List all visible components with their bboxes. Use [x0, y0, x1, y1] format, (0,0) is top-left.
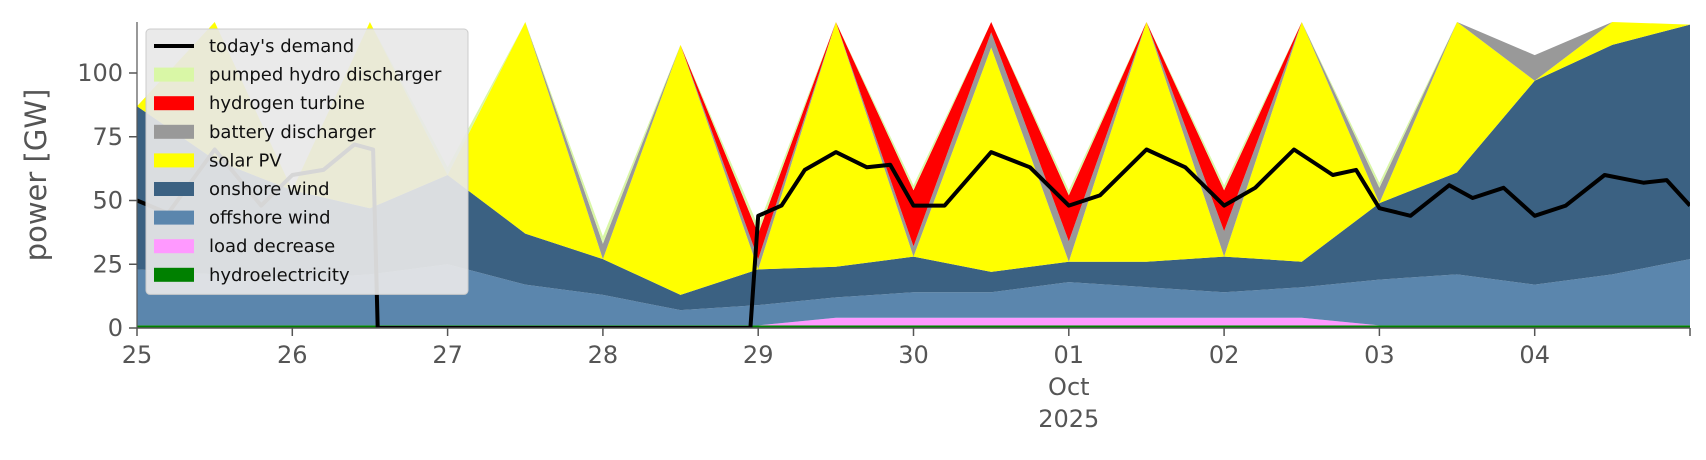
y-tick-label: 0 — [108, 314, 123, 342]
x-tick-month-label: Oct — [1048, 373, 1090, 401]
legend-swatch-solar-pv — [154, 153, 194, 168]
y-tick-label: 50 — [92, 187, 123, 215]
legend-swatch-pumped-hydro-discharger — [154, 67, 194, 82]
x-tick-label: 30 — [898, 341, 929, 369]
stacked-area-series — [137, 22, 1690, 328]
area-solar-pv — [137, 22, 1690, 295]
x-tick-year-label: 2025 — [1038, 405, 1099, 433]
legend-label-hydrogen-turbine: hydrogen turbine — [209, 93, 365, 114]
area-hydrogen-turbine — [137, 22, 1690, 260]
legend-label-pumped-hydro-discharger: pumped hydro discharger — [209, 65, 442, 86]
legend-swatch-onshore-wind — [154, 182, 194, 196]
legend-label-today-s-demand: today's demand — [209, 36, 354, 57]
x-tick-label: 29 — [743, 341, 774, 369]
legend-swatch-hydroelectricity — [154, 267, 194, 282]
y-tick-label: 25 — [92, 250, 123, 278]
legend-label-onshore-wind: onshore wind — [209, 179, 330, 200]
y-tick-label: 100 — [77, 59, 123, 87]
y-tick-label: 75 — [92, 123, 123, 151]
legend-label-hydroelectricity: hydroelectricity — [209, 265, 350, 286]
x-tick-label: 26 — [277, 341, 308, 369]
x-tick-label: 02 — [1209, 341, 1240, 369]
legend-swatch-hydrogen-turbine — [154, 96, 194, 111]
x-tick-label: 27 — [432, 341, 463, 369]
x-tick-label: 03 — [1364, 341, 1395, 369]
area-load-decrease — [137, 317, 1690, 326]
area-offshore-wind — [137, 259, 1690, 326]
legend-box — [145, 28, 469, 295]
x-tick-label: 28 — [588, 341, 619, 369]
legend: today's demand pumped hydro discharger hyd… — [145, 28, 469, 295]
legend-label-battery-discharger: battery discharger — [209, 122, 376, 143]
area-onshore-wind — [137, 24, 1690, 311]
legend-swatch-load-decrease — [154, 239, 194, 254]
legend-swatch-offshore-wind — [154, 210, 194, 225]
legend-swatch-battery-discharger — [154, 124, 194, 139]
y-axis-label: power [GW] — [19, 89, 53, 262]
legend-label-solar-pv: solar PV — [209, 150, 282, 171]
x-tick-label: 01 — [1054, 341, 1085, 369]
legend-label-offshore-wind: offshore wind — [209, 208, 331, 229]
x-tick-label: 04 — [1519, 341, 1550, 369]
legend-label-load-decrease: load decrease — [209, 236, 335, 257]
x-tick-label: 25 — [122, 341, 153, 369]
